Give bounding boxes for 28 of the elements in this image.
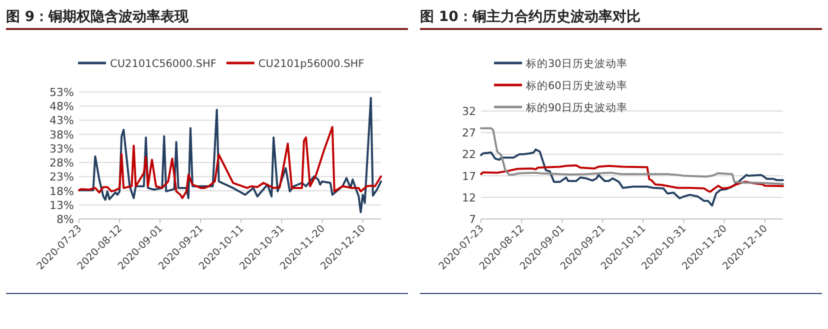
y-tick-label: 43% (50, 114, 74, 128)
y-tick-label: 32 (462, 105, 476, 118)
line-series (480, 148, 784, 207)
legend-label: CU2101C56000.SHF (110, 58, 216, 70)
line-series (480, 164, 784, 193)
chart-title: 图 10：铜主力合约历史波动率对比 (420, 6, 822, 30)
y-tick-label: 23% (50, 170, 74, 184)
y-tick-label: 33% (50, 142, 74, 156)
legend-label: CU2101p56000.SHF (258, 58, 364, 70)
line-series (78, 126, 382, 200)
y-tick-label: 7 (469, 213, 476, 226)
y-tick-label: 53% (50, 86, 74, 99)
y-tick-label: 28% (50, 156, 74, 170)
y-tick-label: 13% (50, 198, 74, 212)
y-tick-label: 17 (462, 170, 476, 183)
y-tick-label: 38% (50, 128, 74, 142)
legend-label: 标的90日历史波动率 (525, 101, 628, 114)
chart-title: 图 9：铜期权隐含波动率表现 (6, 6, 408, 30)
y-tick-label: 48% (50, 100, 74, 114)
y-tick-label: 12 (462, 191, 476, 204)
y-tick-label: 22 (462, 148, 476, 162)
line-series (78, 96, 382, 214)
y-tick-label: 27 (462, 126, 476, 140)
y-tick-label: 18% (50, 184, 74, 198)
line-series (480, 127, 784, 186)
y-tick-label: 8% (56, 213, 74, 226)
legend-label: 标的30日历史波动率 (525, 57, 628, 70)
legend-label: 标的60日历史波动率 (525, 79, 628, 92)
